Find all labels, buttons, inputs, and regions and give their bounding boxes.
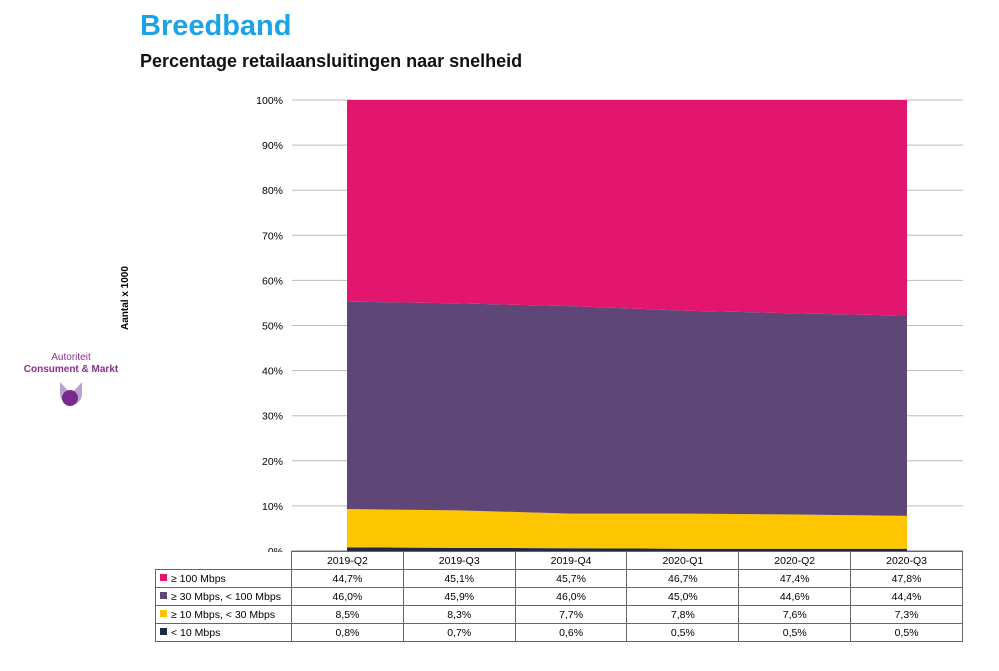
data-label: 0,7% [402,623,516,642]
data-label: 44,4% [850,587,963,606]
x-tick-label: 2020-Q3 [850,551,963,570]
legend-entry: < 10 Mbps [155,623,292,642]
y-tick-label: 80% [262,185,283,197]
data-label: 0,8% [291,623,404,642]
series-name: < 10 Mbps [171,626,221,639]
data-label: 45,7% [514,569,628,588]
y-tick-label: 10% [262,501,283,513]
data-label: 44,6% [738,587,852,606]
data-label: 44,7% [291,569,404,588]
y-tick-label: 90% [262,140,283,152]
chart-areas [347,100,907,551]
legend-entry: ≥ 10 Mbps, < 30 Mbps [155,605,292,624]
area-series [347,509,907,549]
legend-swatch [160,592,167,600]
data-label: 0,5% [626,623,740,642]
data-label: 7,8% [626,605,740,624]
data-label: 47,4% [738,569,852,588]
data-label: 8,5% [291,605,404,624]
data-label: 45,0% [626,587,740,606]
y-tick-label: 30% [262,411,283,423]
legend-swatch [160,610,167,618]
legend-swatch [160,628,167,636]
table-header-row: 2019-Q2 2019-Q3 2019-Q4 2020-Q1 2020-Q2 … [155,551,963,570]
acm-logo: Autoriteit Consument & Markt [12,352,130,408]
series-name: ≥ 100 Mbps [171,572,226,585]
logo-mark-icon [60,382,82,406]
chart-subtitle: Percentage retailaansluitingen naar snel… [140,51,523,71]
x-tick-label: 2020-Q2 [738,551,852,570]
area-series [347,301,907,516]
data-table: 2019-Q2 2019-Q3 2019-Q4 2020-Q1 2020-Q2 … [155,551,963,642]
y-tick-label: 60% [262,275,283,287]
x-tick-label: 2020-Q1 [626,551,740,570]
series-name: ≥ 30 Mbps, < 100 Mbps [171,590,281,603]
area-series [347,547,907,551]
y-tick-label: 20% [262,456,283,468]
data-label: 7,7% [514,605,628,624]
data-label: 46,0% [291,587,404,606]
data-label: 8,3% [402,605,516,624]
table-row: ≥ 10 Mbps, < 30 Mbps 8,5% 8,3% 7,7% 7,8%… [155,605,963,624]
data-label: 0,5% [738,623,852,642]
y-tick-labels: 0%10%20%30%40%50%60%70%80%90%100% [256,95,283,558]
data-label: 0,5% [850,623,963,642]
data-label: 46,7% [626,569,740,588]
area-series [347,100,907,316]
table-row: ≥ 100 Mbps 44,7% 45,1% 45,7% 46,7% 47,4%… [155,569,963,588]
logo-line-1: Autoriteit [51,352,91,363]
data-label: 45,1% [402,569,516,588]
x-tick-label: 2019-Q2 [291,551,404,570]
legend-entry: ≥ 30 Mbps, < 100 Mbps [155,587,292,606]
data-label: 46,0% [514,587,628,606]
legend-entry: ≥ 100 Mbps [155,569,292,588]
x-tick-label: 2019-Q4 [514,551,628,570]
x-tick-label: 2019-Q3 [402,551,516,570]
data-label: 0,6% [514,623,628,642]
table-row: < 10 Mbps 0,8% 0,7% 0,6% 0,5% 0,5% 0,5% [155,623,963,642]
legend-swatch [160,574,167,582]
data-label: 45,9% [402,587,516,606]
y-tick-label: 40% [262,366,283,378]
data-label: 7,6% [738,605,852,624]
data-label: 47,8% [850,569,963,588]
table-row: ≥ 30 Mbps, < 100 Mbps 46,0% 45,9% 46,0% … [155,587,963,606]
chart-title: Breedband [140,10,292,42]
table-corner [155,551,292,570]
y-tick-label: 50% [262,321,283,333]
series-name: ≥ 10 Mbps, < 30 Mbps [171,608,276,621]
y-tick-label: 70% [262,230,283,242]
logo-line-2: Consument & Markt [23,364,119,375]
data-label: 7,3% [850,605,963,624]
y-tick-label: 100% [256,95,283,107]
